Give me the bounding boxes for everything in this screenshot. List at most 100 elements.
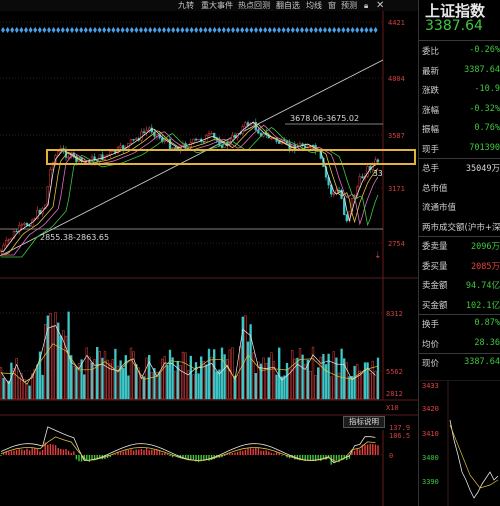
volume-bar bbox=[166, 364, 169, 400]
mini-axis-label: 3433 bbox=[422, 382, 439, 390]
candle-body bbox=[140, 131, 143, 141]
indicator-bar bbox=[143, 449, 145, 455]
indicator-info-button[interactable]: 指标说明 bbox=[343, 416, 385, 428]
indicator-bar bbox=[70, 452, 72, 455]
candle-body bbox=[148, 127, 151, 131]
indicator-bar bbox=[75, 455, 78, 460]
indicator-bar bbox=[26, 448, 28, 455]
event-marker-icon bbox=[1, 27, 5, 33]
indicator-bar bbox=[99, 455, 101, 458]
indicator-bar bbox=[187, 455, 189, 461]
indicator-bar bbox=[296, 455, 299, 460]
volume-bar bbox=[33, 368, 36, 400]
toolbar-item-flip-watchlist[interactable]: 翻自选 bbox=[276, 1, 300, 10]
y-label: 4004 bbox=[388, 75, 405, 83]
event-marker-icon bbox=[116, 27, 120, 33]
event-marker-icon bbox=[70, 27, 74, 33]
indicator-bar bbox=[0, 455, 2, 456]
mini-price-line bbox=[449, 419, 499, 499]
quote-row: 涨跌 -10.9 bbox=[419, 81, 500, 98]
quote-row: 两市成交额(沪市+深 bbox=[419, 218, 500, 235]
candle-body bbox=[15, 230, 18, 233]
toolbar-item-forecast[interactable]: 预测 bbox=[341, 1, 357, 10]
volume-bar bbox=[49, 312, 52, 400]
event-marker-icon bbox=[313, 27, 318, 33]
indicator-bar bbox=[125, 450, 127, 455]
volume-bar bbox=[374, 370, 377, 400]
candle-body bbox=[7, 239, 10, 241]
quote-row: 均价 28.36 bbox=[419, 335, 500, 352]
candle-body bbox=[129, 139, 133, 144]
candle-body bbox=[233, 135, 237, 138]
indicator-histogram bbox=[0, 442, 379, 465]
event-marker-icon bbox=[304, 27, 309, 33]
indicator-bar bbox=[226, 453, 228, 455]
toolbar-item-major-events[interactable]: 重大事件 bbox=[201, 1, 233, 10]
volume-bar bbox=[90, 362, 94, 400]
mini-axis-label: 3390 bbox=[422, 478, 439, 486]
candle-body bbox=[207, 133, 211, 136]
volume-bar bbox=[213, 349, 216, 400]
volume-bar bbox=[257, 361, 260, 400]
indicator-bar bbox=[348, 455, 351, 459]
indicator-bar bbox=[127, 449, 130, 455]
volume-bar bbox=[236, 375, 239, 400]
indicator-bar bbox=[135, 449, 137, 455]
volume-bar bbox=[361, 372, 364, 400]
volume-bar bbox=[80, 359, 83, 400]
close-icon[interactable]: ✕ bbox=[376, 0, 385, 11]
volume-bar bbox=[101, 357, 104, 400]
event-marker-icon bbox=[83, 27, 88, 33]
event-marker-icon bbox=[254, 27, 258, 33]
candle-body bbox=[67, 156, 70, 159]
intraday-mini-chart[interactable]: 3433 3420 3410 3400 3390 bbox=[420, 380, 500, 506]
volume-bar bbox=[142, 376, 146, 400]
quote-value: 2096万 bbox=[471, 242, 500, 252]
candlestick-chart[interactable]: 3678.06-3675.02 2855.38-2863.65 4421 400… bbox=[0, 0, 418, 506]
mini-avg-line bbox=[449, 424, 499, 489]
volume-bar bbox=[228, 349, 231, 400]
indicator-bar bbox=[169, 455, 171, 457]
quote-row: 现价 3387.64 bbox=[419, 354, 500, 371]
candle-body bbox=[202, 141, 205, 143]
toolbar-item-window[interactable]: 窗 bbox=[328, 1, 336, 10]
quote-panel: 上证指数 3387.64 委比 -0.26% 最新 3387.64 涨跌 -10.9 涨幅 -… bbox=[418, 0, 500, 506]
indicator-bar bbox=[372, 444, 374, 455]
volume-bar bbox=[132, 351, 135, 400]
indicator-bar bbox=[171, 455, 174, 458]
lock-icon[interactable]: 🔒︎ bbox=[364, 1, 369, 10]
indicator-bar bbox=[39, 451, 41, 455]
volume-bar bbox=[163, 356, 166, 400]
volume-bar bbox=[168, 349, 172, 400]
event-marker-icon bbox=[134, 27, 139, 33]
volume-bar bbox=[249, 324, 252, 400]
event-marker-icon bbox=[300, 27, 304, 33]
toolbar-item-hotspot-backtest[interactable]: 热点回测 bbox=[238, 1, 270, 10]
event-marker-icon bbox=[221, 27, 226, 33]
indicator-bar bbox=[164, 452, 166, 455]
candle-body bbox=[51, 162, 55, 170]
toolbar-item-ma[interactable]: 均线 bbox=[306, 1, 322, 10]
indicator-bar bbox=[304, 455, 306, 461]
indicator-bar bbox=[132, 450, 135, 455]
event-markers-row[interactable] bbox=[0, 25, 380, 35]
indicator-bar bbox=[346, 455, 348, 460]
candle-body bbox=[361, 176, 364, 179]
toolbar-item-jiuzhuan[interactable]: 九转 bbox=[178, 1, 194, 10]
indicator-bar bbox=[54, 445, 57, 455]
volume-bar bbox=[314, 375, 317, 400]
volume-bar bbox=[106, 359, 109, 400]
volume-bar bbox=[340, 348, 343, 400]
volume-bar bbox=[301, 354, 304, 400]
indicator-bar bbox=[86, 455, 88, 461]
volume-bar bbox=[171, 357, 174, 400]
indicator-bar bbox=[205, 455, 208, 460]
quote-row: 换手 0.87% bbox=[419, 315, 500, 332]
quote-label: 换手 bbox=[422, 320, 440, 330]
volume-bar bbox=[194, 362, 198, 400]
event-marker-icon bbox=[318, 27, 323, 33]
candle-body bbox=[194, 138, 198, 141]
indicator-bar bbox=[286, 455, 288, 458]
indicator-bar bbox=[343, 455, 345, 459]
indicator-bar bbox=[122, 451, 124, 455]
